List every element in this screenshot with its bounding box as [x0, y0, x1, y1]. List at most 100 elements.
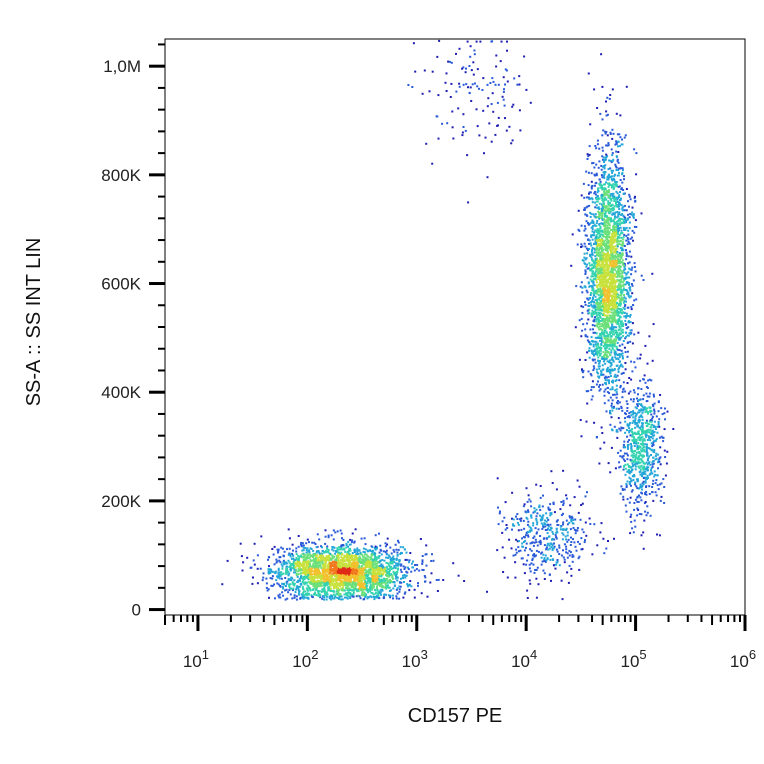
event-dot [631, 322, 634, 325]
event-dot [391, 594, 394, 597]
event-dot [365, 553, 368, 556]
event-dot [372, 553, 375, 556]
event-dot [617, 294, 620, 297]
event-dot [570, 264, 573, 267]
event-dot [621, 209, 624, 212]
event-dot [271, 577, 274, 580]
event-dot [613, 260, 616, 263]
event-dot [590, 250, 593, 253]
event-dot [622, 381, 625, 384]
event-dot [631, 284, 634, 287]
event-dot [622, 236, 625, 239]
event-dot [596, 262, 599, 265]
event-dot [385, 565, 388, 568]
event-dot [615, 233, 618, 236]
event-dot [591, 266, 594, 269]
event-dot [351, 532, 354, 535]
event-dot [578, 229, 581, 232]
event-dot [311, 567, 314, 570]
event-dot [601, 267, 604, 270]
event-dot [299, 572, 302, 575]
event-dot [370, 577, 372, 580]
event-dot [359, 570, 362, 573]
event-dot [621, 262, 624, 265]
event-dot [585, 220, 588, 223]
event-dot [589, 264, 592, 267]
event-dot [584, 269, 587, 272]
event-dot [601, 317, 604, 320]
event-dot [627, 200, 629, 203]
event-dot [329, 567, 332, 570]
event-dot [271, 584, 274, 587]
event-dot [595, 163, 598, 166]
event-dot [586, 252, 589, 255]
event-dot [608, 319, 611, 322]
event-dot [600, 164, 603, 167]
event-dot [580, 246, 583, 248]
event-dot [393, 573, 396, 576]
event-dot [620, 204, 623, 207]
event-dot [632, 213, 635, 216]
event-dot [355, 560, 358, 563]
event-dot [353, 561, 356, 564]
event-dot [625, 209, 628, 212]
event-dot [591, 352, 594, 355]
event-dot [442, 579, 445, 581]
event-dot [375, 556, 378, 559]
event-dot [336, 530, 339, 533]
event-dot [358, 568, 361, 571]
event-dot [601, 250, 603, 253]
event-dot [343, 589, 346, 592]
event-dot [615, 329, 618, 332]
event-dot [612, 225, 615, 228]
event-dot [363, 594, 366, 597]
event-dot [605, 370, 608, 373]
event-dot [341, 588, 344, 591]
event-dot [596, 352, 599, 355]
event-dot [593, 243, 595, 246]
event-dot [371, 567, 374, 570]
event-dot [391, 562, 394, 565]
event-dot [596, 206, 599, 209]
event-dot [613, 265, 616, 268]
event-dot [302, 587, 304, 590]
event-dot [371, 563, 374, 566]
event-dot [607, 295, 610, 298]
event-dot [339, 562, 342, 565]
event-dot [307, 550, 310, 553]
event-dot [364, 573, 367, 576]
event-dot [388, 568, 391, 571]
event-dot [611, 346, 614, 349]
event-dot [620, 372, 623, 375]
event-dot [267, 558, 269, 561]
event-dot [618, 213, 621, 215]
event-dot [327, 536, 330, 539]
event-dot [380, 584, 383, 587]
event-dot [617, 348, 619, 351]
event-dot [314, 568, 317, 571]
event-dot [388, 590, 391, 592]
event-dot [296, 562, 299, 565]
event-dot [611, 406, 614, 409]
event-dot [299, 597, 302, 600]
event-dot [607, 176, 610, 179]
event-dot [341, 553, 344, 556]
event-dot [586, 351, 589, 354]
event-dot [612, 220, 615, 223]
event-dot [620, 229, 623, 232]
event-dot [338, 568, 341, 571]
event-dot [625, 219, 627, 222]
event-dot [589, 297, 592, 300]
event-dot [354, 566, 356, 569]
event-dot [338, 562, 341, 565]
event-dot [622, 301, 625, 304]
event-dot [620, 213, 623, 216]
event-dot [297, 586, 300, 588]
event-dot [592, 319, 595, 322]
event-dot [292, 557, 295, 560]
event-dot [356, 565, 359, 567]
event-dot [604, 253, 607, 256]
event-dot [587, 196, 590, 199]
event-dot [590, 187, 593, 190]
event-dot [592, 306, 595, 309]
